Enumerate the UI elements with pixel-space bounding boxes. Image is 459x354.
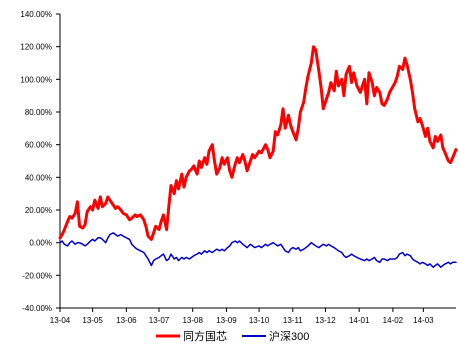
y-tick-label: 140.00%: [20, 10, 52, 19]
x-tick-label: 13-05: [82, 316, 103, 325]
x-tick-label: 13-12: [315, 316, 336, 325]
series-line-1: [58, 45, 458, 241]
x-tick-label: 13-06: [116, 316, 137, 325]
y-tick-label: 20.00%: [25, 206, 52, 215]
y-tick-label: -40.00%: [22, 304, 52, 313]
x-tick-label: 14-02: [383, 316, 404, 325]
y-tick-label: 40.00%: [25, 173, 52, 182]
x-tick-label: 13-07: [149, 316, 170, 325]
y-tick-label: 60.00%: [25, 141, 52, 150]
axes-layer: -40.00% -20.00% 0.00% 20.00% 40.00% 60.00% 80.…: [20, 10, 456, 325]
x-tick-label: 13-09: [216, 316, 237, 325]
x-tick-label: 14-03: [413, 316, 434, 325]
x-tick-label: 13-08: [182, 316, 203, 325]
x-tick-label: 13-04: [50, 316, 71, 325]
y-tick-label: -20.00%: [22, 271, 52, 280]
y-tick-label: 100.00%: [20, 75, 52, 84]
series-line-2: [59, 232, 457, 268]
legend-label-2: 沪深300: [269, 329, 309, 343]
x-tick-label: 13-10: [249, 316, 270, 325]
y-tick-label: 120.00%: [20, 43, 52, 52]
x-tick-label: 13-11: [283, 316, 303, 325]
legend: 同方国芯 沪深300: [156, 329, 309, 343]
x-tick-label: 14-01: [349, 316, 370, 325]
y-tick-label: 80.00%: [25, 108, 52, 117]
legend-label-1: 同方国芯: [183, 329, 227, 343]
y-tick-label: 0.00%: [29, 239, 52, 248]
series-layer: [58, 45, 458, 268]
